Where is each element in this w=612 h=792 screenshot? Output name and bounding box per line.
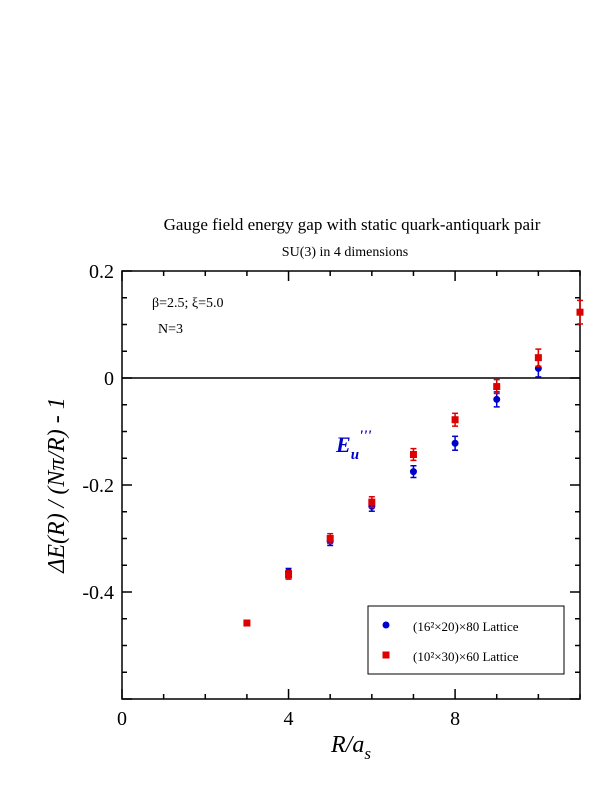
x-tick-label: 8 [450, 708, 460, 730]
data-point-square [451, 416, 459, 424]
data-point-square [409, 451, 417, 459]
data-point-square [368, 498, 376, 506]
y-tick-label: 0 [104, 368, 114, 390]
legend-box [367, 605, 565, 675]
data-point-circle [409, 468, 417, 476]
data-point-square [285, 571, 293, 579]
y-tick-label: 0.2 [89, 261, 114, 283]
params-annotation: β=2.5; ξ=5.0 [152, 296, 224, 311]
tick-labels: 0 4 8 0.2 0 -0.2 -0.4 [82, 261, 460, 730]
legend-label-series-1: (16²×20)×80 Lattice [413, 619, 519, 634]
legend: (16²×20)×80 Lattice (10²×30)×60 Lattice [367, 605, 565, 675]
y-tick-label: -0.2 [82, 475, 114, 497]
data-point-square [493, 383, 501, 391]
legend-label-series-2: (10²×30)×60 Lattice [413, 649, 519, 664]
data-point-circle [493, 395, 501, 403]
state-label: Eu''' [335, 428, 372, 463]
x-axis-label: R/as [330, 732, 371, 763]
x-tick-label: 0 [117, 708, 127, 730]
n-annotation: N=3 [158, 322, 183, 337]
chart-title: Gauge field energy gap with static quark… [164, 215, 541, 234]
data-point-square [534, 354, 542, 362]
data-point-square [243, 619, 251, 627]
data-point-square [326, 535, 334, 542]
y-tick-label: -0.4 [82, 582, 114, 604]
data-marks [243, 299, 584, 627]
legend-marker-series-1 [382, 621, 390, 629]
y-axis-label: ΔE(R) / (Nπ/R) - 1 [44, 397, 70, 573]
data-point-circle [451, 439, 459, 447]
chart-subtitle: SU(3) in 4 dimensions [282, 245, 408, 260]
legend-marker-series-2 [382, 651, 390, 659]
data-point-square [576, 308, 584, 316]
x-tick-label: 4 [284, 708, 294, 730]
